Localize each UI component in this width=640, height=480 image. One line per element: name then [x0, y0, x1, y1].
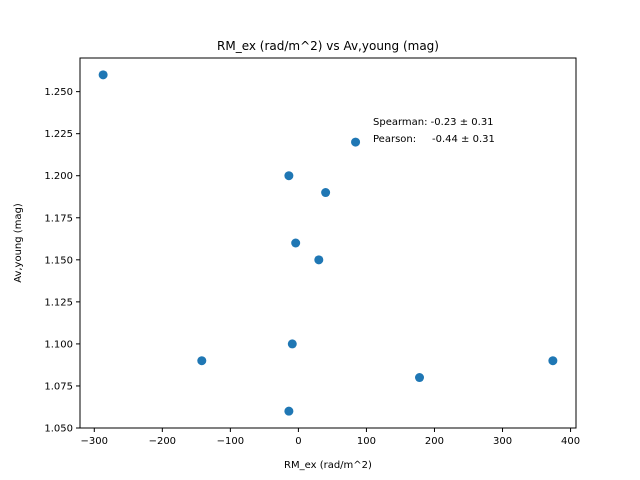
data-point-9 — [415, 373, 425, 383]
spearman-annotation: Spearman: -0.23 ± 0.31 — [373, 117, 494, 128]
y-tick-label: 1.125 — [44, 297, 73, 308]
pearson-annotation: Pearson: -0.44 ± 0.31 — [373, 134, 495, 145]
y-tick-label: 1.250 — [44, 87, 73, 98]
y-axis-ticks: 1.050 1.075 1.100 1.125 1.150 1.175 1.200 1.225… — [44, 87, 80, 435]
x-tick-label: 300 — [493, 436, 512, 447]
y-tick-label: 1.175 — [44, 213, 73, 224]
y-tick-label: 1.075 — [44, 381, 73, 392]
data-point-2 — [284, 171, 294, 181]
data-point-7 — [321, 188, 331, 198]
data-point-1 — [197, 356, 207, 366]
x-tick-label: −200 — [149, 436, 176, 447]
x-tick-label: 400 — [561, 436, 580, 447]
data-point-3 — [284, 406, 294, 416]
x-tick-label: −100 — [217, 436, 244, 447]
x-tick-label: 0 — [295, 436, 301, 447]
chart-title: RM_ex (rad/m^2) vs Av,young (mag) — [217, 39, 439, 53]
x-axis-label: RM_ex (rad/m^2) — [284, 460, 372, 471]
y-tick-label: 1.200 — [44, 171, 73, 182]
data-point-8 — [351, 137, 361, 147]
data-point-4 — [287, 339, 297, 349]
y-tick-label: 1.050 — [44, 424, 73, 435]
x-tick-label: −300 — [81, 436, 108, 447]
plot-area-frame — [79, 57, 577, 429]
y-tick-label: 1.100 — [44, 339, 73, 350]
y-axis-label: Av,young (mag) — [13, 203, 24, 283]
x-tick-label: 200 — [425, 436, 444, 447]
data-point-5 — [291, 238, 301, 248]
x-tick-label: 100 — [357, 436, 376, 447]
data-points — [98, 70, 558, 416]
y-tick-label: 1.225 — [44, 129, 73, 140]
data-point-6 — [314, 255, 324, 265]
data-point-10 — [548, 356, 558, 366]
y-tick-label: 1.150 — [44, 255, 73, 266]
x-axis-ticks: −300 −200 −100 0 100 200 300 400 — [81, 428, 580, 447]
data-point-0 — [98, 70, 108, 80]
